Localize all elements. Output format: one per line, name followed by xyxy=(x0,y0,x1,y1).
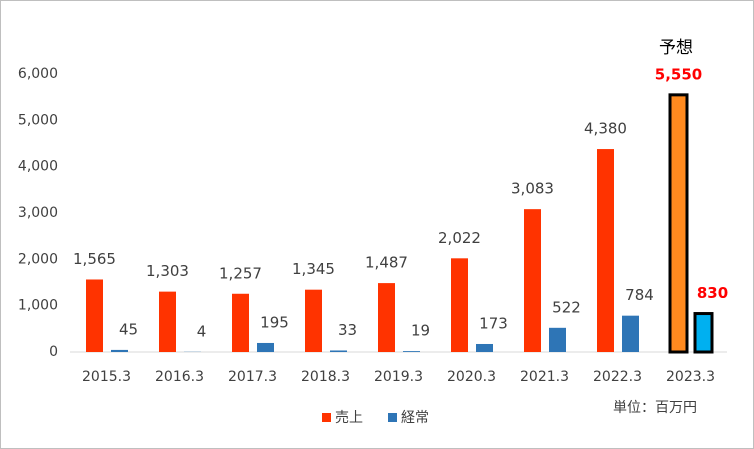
bar xyxy=(403,351,420,352)
y-tick-label: 2,000 xyxy=(18,251,58,267)
x-tick-label: 2017.3 xyxy=(228,369,277,385)
bar xyxy=(451,258,468,352)
legend-swatch xyxy=(388,413,397,422)
x-tick-label: 2022.3 xyxy=(593,369,642,385)
annotation: 予想 xyxy=(659,38,693,58)
data-label: 522 xyxy=(552,298,581,316)
x-tick-label: 2018.3 xyxy=(301,369,350,385)
data-label: 173 xyxy=(479,314,508,332)
bar xyxy=(524,209,541,352)
y-tick-label: 5,000 xyxy=(18,112,58,128)
x-tick-label: 2020.3 xyxy=(447,369,496,385)
bar xyxy=(597,149,614,352)
data-label: 1,257 xyxy=(219,264,262,282)
bar xyxy=(86,279,103,352)
x-tick-label: 2015.3 xyxy=(82,369,131,385)
y-tick-label: 4,000 xyxy=(18,159,58,175)
data-label: 195 xyxy=(260,313,289,331)
x-tick-label: 2016.3 xyxy=(155,369,204,385)
bar xyxy=(305,289,322,352)
data-label: 45 xyxy=(119,320,138,338)
data-label: 784 xyxy=(625,286,654,304)
bar xyxy=(159,291,176,352)
data-label: 1,565 xyxy=(73,250,116,268)
legend-swatch xyxy=(322,413,331,422)
y-tick-label: 0 xyxy=(49,344,58,360)
data-label: 2,022 xyxy=(438,229,481,247)
bar xyxy=(378,283,395,352)
data-label: 4,380 xyxy=(584,120,627,138)
y-tick-label: 3,000 xyxy=(18,205,58,221)
bar xyxy=(476,343,493,352)
x-tick-label: 2023.3 xyxy=(666,369,715,385)
data-label: 3,083 xyxy=(511,180,554,198)
y-tick-label: 1,000 xyxy=(18,298,58,314)
data-label: 1,345 xyxy=(292,260,335,278)
bar xyxy=(668,93,689,354)
bar xyxy=(622,315,639,352)
bar xyxy=(330,350,347,352)
x-tick-label: 2021.3 xyxy=(520,369,569,385)
bar xyxy=(693,312,714,354)
bar xyxy=(257,342,274,352)
data-label: 33 xyxy=(338,321,357,339)
legend-label: 売上 xyxy=(335,410,363,426)
unit-note: 単位：百万円 xyxy=(613,400,697,416)
legend-label: 経常 xyxy=(401,410,429,426)
data-label: 4 xyxy=(197,322,207,340)
data-label: 1,303 xyxy=(146,262,189,280)
bar xyxy=(549,327,566,352)
bar xyxy=(232,293,249,352)
data-label: 5,550 xyxy=(655,65,702,83)
x-tick-label: 2019.3 xyxy=(374,369,423,385)
data-label: 19 xyxy=(411,322,430,340)
y-tick-label: 6,000 xyxy=(18,66,58,82)
bar xyxy=(111,349,128,352)
data-label: 1,487 xyxy=(365,254,408,272)
data-label: 830 xyxy=(697,284,728,302)
